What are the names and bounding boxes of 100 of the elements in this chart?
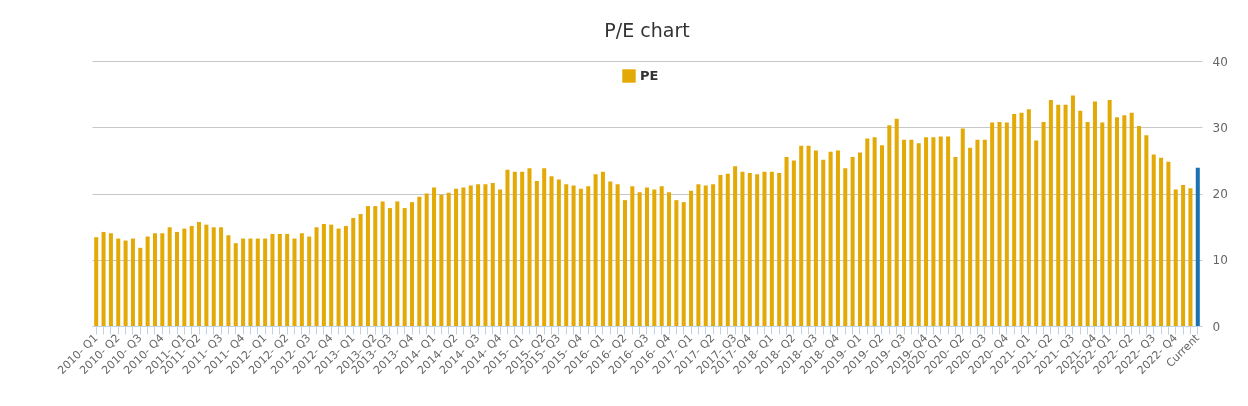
bar: [439, 194, 444, 326]
bar: [828, 151, 833, 326]
bar: [938, 136, 943, 326]
bar: [1092, 101, 1097, 326]
bar: [520, 171, 525, 326]
bar: [703, 185, 708, 326]
bar: [659, 186, 664, 326]
bar: [505, 169, 510, 326]
bar: [784, 157, 789, 326]
bar: [968, 147, 973, 326]
bar: [564, 184, 569, 326]
bar: [571, 185, 576, 326]
bar: [975, 139, 980, 326]
bar: [1166, 161, 1171, 326]
bar: [321, 223, 326, 326]
bar: [711, 184, 716, 326]
bar: [395, 201, 400, 326]
bar: [476, 184, 481, 326]
bar: [94, 237, 99, 326]
bar: [255, 238, 260, 326]
bar: [1151, 154, 1156, 326]
bar: [233, 243, 238, 326]
bar: [872, 137, 877, 326]
bar: [1114, 117, 1120, 326]
bar: [241, 238, 246, 326]
bar: [108, 233, 113, 326]
bar: [733, 166, 738, 326]
bar: [865, 138, 870, 326]
bar: [1085, 121, 1090, 326]
bar: [1159, 157, 1164, 326]
bar: [1181, 184, 1186, 326]
bar: [1048, 100, 1053, 326]
bar: [432, 187, 437, 326]
bar: [924, 137, 929, 326]
chart-title: P/E chart: [604, 19, 690, 41]
y-tick-label: 10: [1212, 253, 1228, 268]
bar: [857, 152, 862, 326]
bar: [674, 200, 679, 326]
bar: [123, 240, 128, 326]
bar: [1122, 115, 1127, 326]
bar: [755, 174, 760, 326]
bar: [145, 236, 150, 326]
bar: [409, 202, 415, 326]
bar: [373, 206, 378, 326]
bar: [1195, 167, 1200, 326]
bar: [152, 233, 157, 326]
bar: [446, 192, 451, 326]
bar: [718, 174, 723, 326]
bar: [1173, 189, 1178, 326]
bar: [1026, 109, 1031, 326]
bar: [167, 227, 172, 326]
bar: [593, 174, 598, 326]
bar: [637, 192, 642, 326]
bar: [211, 227, 216, 326]
bar: [916, 143, 921, 326]
bar: [299, 233, 304, 326]
y-tick-label: 40: [1212, 54, 1228, 69]
bar: [622, 200, 627, 326]
bar: [960, 128, 965, 326]
y-tick-label: 0: [1212, 319, 1221, 334]
bar: [997, 121, 1002, 326]
bar: [600, 171, 605, 326]
bar: [1056, 104, 1061, 326]
bar: [1129, 112, 1134, 326]
bar: [343, 225, 348, 326]
bar: [902, 139, 907, 326]
bar: [351, 218, 356, 326]
bar: [1012, 114, 1017, 326]
bar: [887, 125, 892, 326]
bar: [931, 137, 936, 326]
bar: [1004, 122, 1009, 326]
bar: [527, 168, 532, 326]
bar: [835, 150, 840, 326]
legend-label: PE: [640, 68, 659, 83]
bar: [454, 188, 459, 326]
bar: [982, 139, 987, 326]
bar: [806, 145, 811, 326]
bar: [1019, 112, 1024, 326]
bar: [468, 185, 473, 326]
bar: [696, 184, 701, 326]
bar: [277, 233, 282, 326]
bar: [174, 231, 180, 326]
bar: [490, 182, 495, 326]
bar: [380, 201, 385, 326]
bar: [578, 188, 583, 326]
bar: [130, 238, 135, 326]
bar: [189, 225, 194, 326]
bar: [894, 118, 899, 326]
bar: [307, 236, 312, 326]
y-tick-label: 20: [1212, 187, 1228, 201]
bar: [263, 238, 268, 326]
bar: [542, 168, 547, 326]
bar: [512, 171, 517, 326]
bar: [1078, 110, 1083, 326]
bar: [292, 238, 297, 326]
bar: [843, 168, 848, 326]
bar: [248, 238, 253, 326]
bar: [1100, 122, 1105, 326]
bar: [116, 238, 121, 326]
bar: [879, 145, 885, 326]
